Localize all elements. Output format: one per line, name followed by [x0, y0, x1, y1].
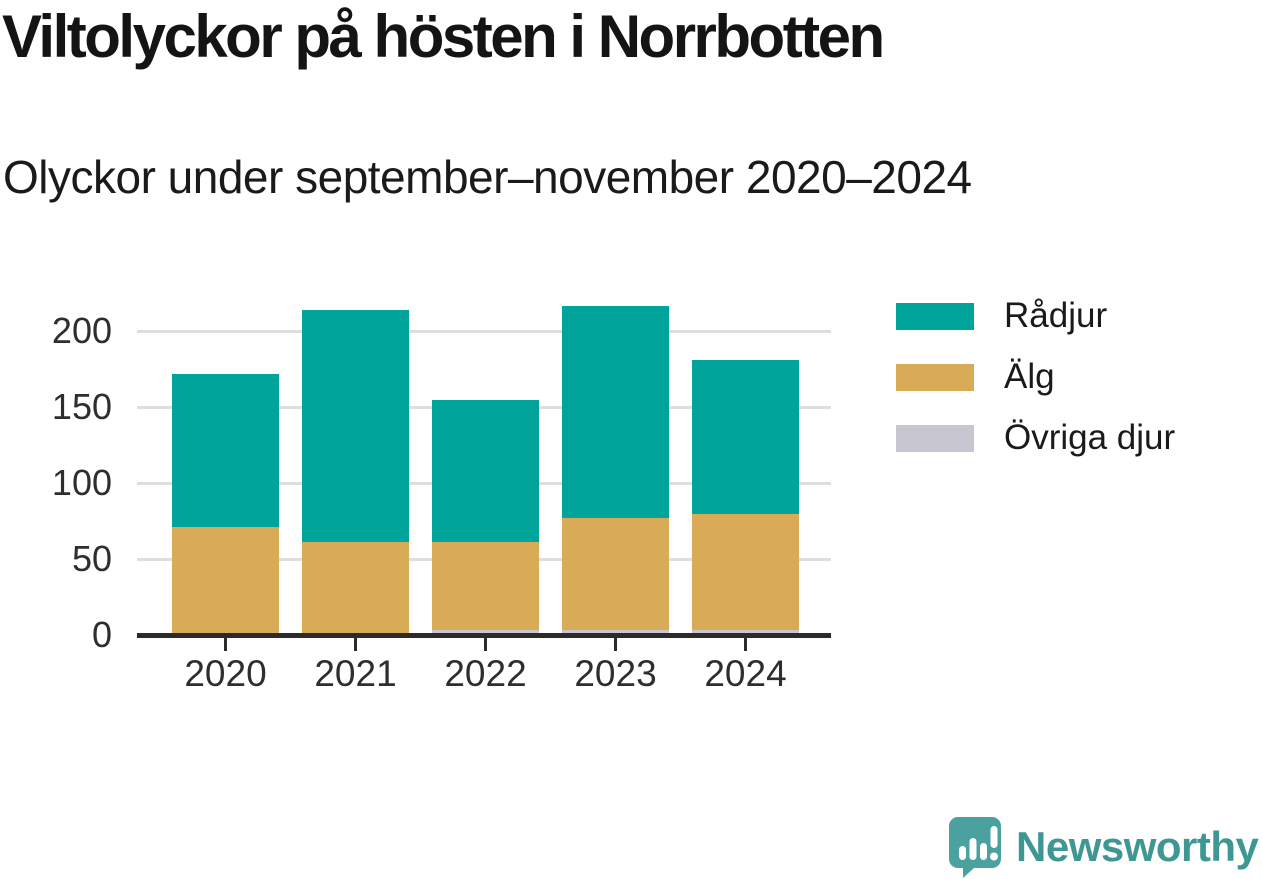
x-tick-label-2020: 2020: [184, 653, 267, 694]
page-title: Viltolyckor på hösten i Norrbotten: [2, 3, 885, 70]
x-tick-label-2022: 2022: [444, 653, 527, 694]
legend-label: Övriga djur: [1004, 418, 1176, 457]
bar-segment-2022-älg: [432, 542, 539, 631]
x-tick-2022: [484, 638, 487, 651]
bar-segment-2023-övriga-djur: [562, 630, 669, 635]
bar-segment-2021-rådjur: [302, 310, 409, 543]
bar-segment-2022-rådjur: [432, 399, 539, 543]
y-tick-label: 200: [51, 310, 112, 352]
brand-footer: Newsworthy: [948, 816, 1259, 878]
x-tick-label-2024: 2024: [704, 653, 787, 694]
legend-swatch: [896, 363, 974, 391]
bar-segment-2024-rådjur: [692, 360, 799, 514]
bar-segment-2024-älg: [692, 513, 799, 631]
legend-label: Rådjur: [1004, 296, 1108, 335]
x-tick-2020: [224, 638, 227, 651]
bar-segment-2022-övriga-djur: [432, 630, 539, 635]
x-tick-2021: [354, 638, 357, 651]
y-tick-label: 0: [91, 614, 112, 655]
bar-segment-2020-rådjur: [172, 373, 279, 528]
plot-area: [137, 295, 831, 635]
y-tick-label: 100: [51, 462, 112, 504]
x-tick-label-2023: 2023: [574, 653, 657, 694]
page-subtitle: Olyckor under september–november 2020–20…: [3, 151, 972, 203]
chart-legend: Rådjur Älg Övriga djur: [896, 296, 1175, 458]
bar-2024: [692, 360, 799, 635]
bar-segment-2023-älg: [562, 518, 669, 631]
legend-item-rådjur: Rådjur: [896, 296, 1175, 336]
x-tick-2024: [744, 638, 747, 651]
x-axis-line: [137, 633, 831, 638]
legend-item-älg: Älg: [896, 357, 1175, 397]
bar-2023: [562, 305, 669, 635]
bar-segment-2021-älg: [302, 542, 409, 634]
legend-swatch: [896, 424, 974, 452]
bar-2020: [172, 373, 279, 635]
y-axis-labels: 0 50 100 150 200: [0, 295, 112, 655]
x-tick-label-2021: 2021: [314, 653, 397, 694]
y-tick-label: 50: [71, 538, 112, 580]
gridline-200: [137, 329, 831, 333]
bar-2021: [302, 310, 409, 635]
y-tick-label: 150: [51, 386, 112, 428]
bar-2022: [432, 399, 539, 635]
bar-segment-2023-rådjur: [562, 305, 669, 519]
legend-swatch: [896, 302, 974, 330]
newsworthy-logo-icon: [949, 817, 1001, 878]
brand-name: Newsworthy: [1016, 823, 1259, 870]
x-tick-2023: [614, 638, 617, 651]
legend-label: Älg: [1004, 357, 1055, 396]
bar-segment-2024-övriga-djur: [692, 630, 799, 635]
bar-segment-2020-älg: [172, 527, 279, 634]
legend-item-övriga-djur: Övriga djur: [896, 418, 1175, 458]
